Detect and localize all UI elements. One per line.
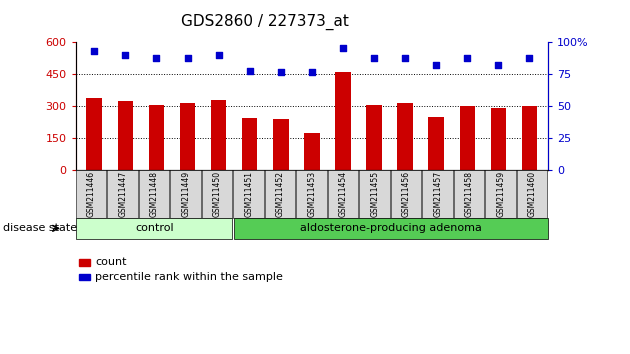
Text: GSM211456: GSM211456	[402, 171, 411, 217]
Bar	[180, 103, 195, 170]
Point	[400, 55, 410, 61]
Text: GSM211455: GSM211455	[370, 171, 379, 217]
Text: GSM211460: GSM211460	[528, 171, 537, 217]
Text: GDS2860 / 227373_at: GDS2860 / 227373_at	[181, 14, 348, 30]
Point	[89, 48, 100, 54]
Text: GSM211458: GSM211458	[465, 171, 474, 217]
Bar	[491, 108, 506, 170]
Point	[307, 69, 317, 75]
Point	[244, 68, 255, 73]
Bar	[366, 105, 382, 170]
Bar	[428, 117, 444, 170]
Text: GSM211450: GSM211450	[213, 171, 222, 217]
Bar	[459, 106, 475, 170]
Text: GSM211451: GSM211451	[244, 171, 253, 217]
Point	[493, 63, 503, 68]
Bar	[304, 133, 319, 170]
Bar	[273, 119, 289, 170]
Bar	[398, 103, 413, 170]
Text: percentile rank within the sample: percentile rank within the sample	[95, 272, 283, 282]
Text: GSM211457: GSM211457	[433, 171, 442, 217]
Point	[183, 55, 193, 61]
Text: GSM211449: GSM211449	[181, 171, 190, 217]
Text: GSM211448: GSM211448	[150, 171, 159, 217]
Point	[214, 52, 224, 58]
Text: GSM211452: GSM211452	[276, 171, 285, 217]
Text: aldosterone-producing adenoma: aldosterone-producing adenoma	[301, 223, 482, 233]
Point	[276, 69, 286, 75]
Bar	[522, 106, 537, 170]
Point	[338, 45, 348, 50]
Text: GSM211446: GSM211446	[87, 171, 96, 217]
Bar	[149, 105, 164, 170]
Text: disease state: disease state	[3, 223, 77, 233]
Point	[431, 63, 441, 68]
Point	[151, 55, 161, 61]
Text: GSM211453: GSM211453	[307, 171, 316, 217]
Point	[462, 55, 472, 61]
Bar	[211, 100, 226, 170]
Point	[524, 55, 534, 61]
Text: count: count	[95, 257, 127, 267]
Point	[369, 55, 379, 61]
Text: GSM211459: GSM211459	[496, 171, 505, 217]
Text: control: control	[135, 223, 174, 233]
Bar	[118, 101, 133, 170]
Bar	[86, 98, 102, 170]
Text: GSM211454: GSM211454	[339, 171, 348, 217]
Point	[120, 52, 130, 58]
Text: GSM211447: GSM211447	[118, 171, 127, 217]
Bar	[335, 72, 351, 170]
Bar	[242, 118, 258, 170]
